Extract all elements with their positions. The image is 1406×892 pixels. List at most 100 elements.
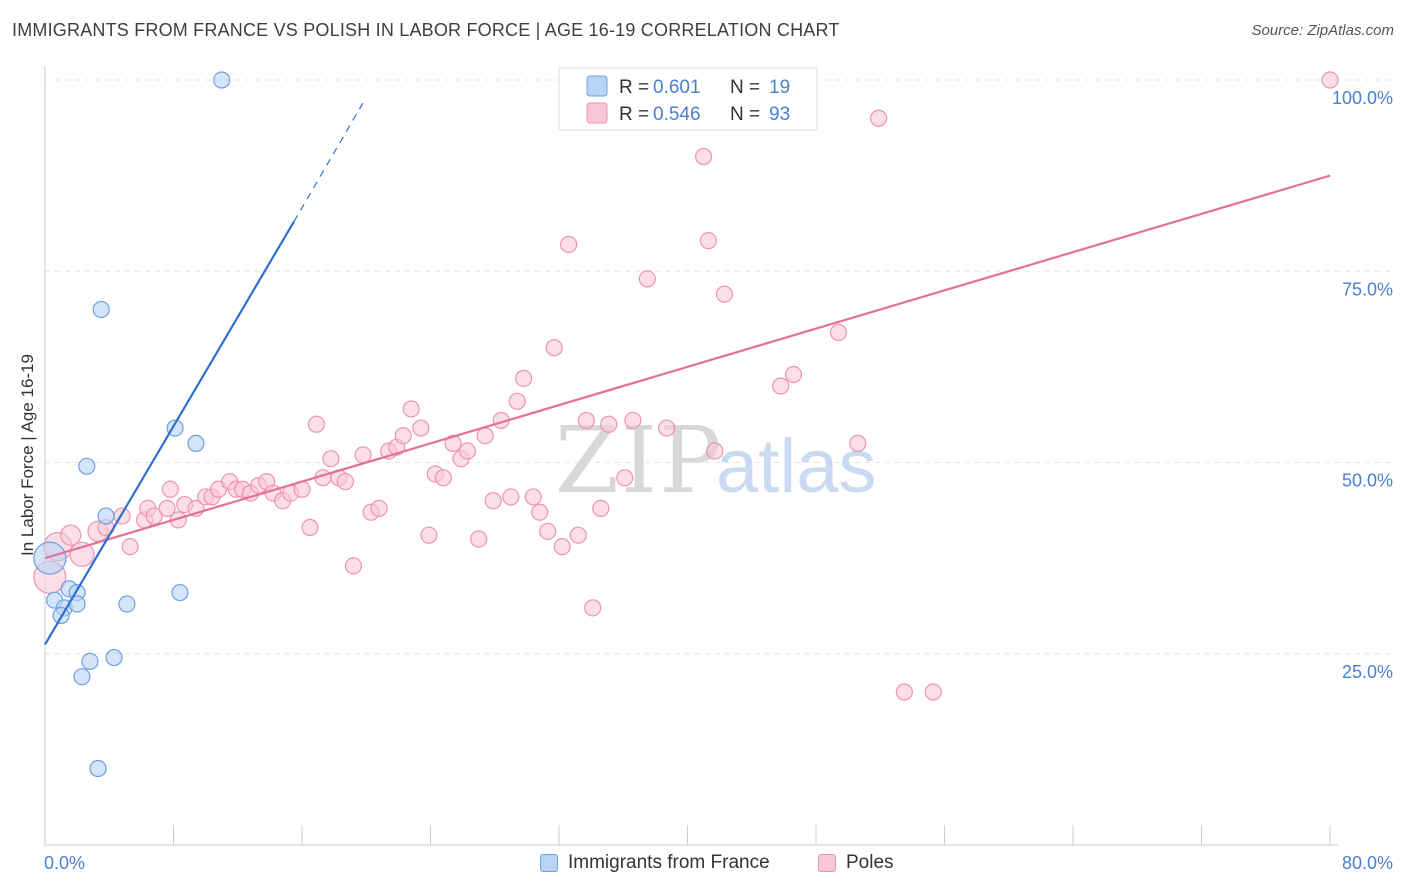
poles-point — [458, 442, 477, 460]
stats-legend: R = 0.601 N = 19 R = 0.546 N = 93 — [558, 67, 818, 131]
legend-item-france: Immigrants from France — [540, 852, 770, 874]
poles-point — [829, 323, 848, 342]
france-point — [97, 507, 115, 525]
poles-point — [502, 488, 520, 506]
poles-point — [121, 538, 139, 556]
poles-point — [69, 541, 95, 567]
poles-point — [420, 526, 438, 544]
france-point — [105, 648, 123, 667]
poles-point — [616, 469, 634, 487]
poles-point — [434, 469, 452, 487]
poles-point — [354, 446, 372, 464]
poles-point — [784, 365, 803, 384]
poles-trendline — [44, 174, 1331, 560]
legend-blue-n-label: N = — [730, 77, 760, 98]
poles-point — [336, 473, 354, 491]
poles-point — [484, 492, 502, 510]
france-trendline-extension — [293, 102, 364, 222]
legend-blue-n-value: 19 — [769, 77, 790, 98]
france-point — [81, 652, 99, 671]
legend-item-poles: Poles — [818, 852, 894, 874]
legend-blue-swatch — [586, 75, 608, 97]
legend-pink-n-label: N = — [730, 104, 760, 125]
poles-point — [524, 488, 542, 506]
x-tick-label-max: 80.0% — [1342, 853, 1393, 873]
legend-france-swatch — [540, 854, 558, 872]
france-point — [171, 583, 189, 602]
poles-point — [476, 427, 494, 445]
legend-france-label: Immigrants from France — [568, 852, 770, 873]
y-axis-label: In Labor Force | Age 16-19 — [18, 354, 37, 556]
legend-blue-r-label: R = — [619, 77, 649, 98]
poles-point — [161, 480, 179, 498]
poles-point — [307, 415, 326, 433]
poles-point — [444, 434, 462, 452]
gridlines — [45, 79, 1395, 655]
legend-pink-r-label: R = — [619, 104, 649, 125]
poles-point — [531, 503, 549, 521]
france-point — [187, 434, 205, 452]
y-tick-label: 25.0% — [1342, 662, 1393, 682]
poles-point — [706, 442, 724, 460]
poles-point — [539, 522, 557, 540]
france-point — [73, 668, 91, 686]
legend-pink-swatch — [586, 102, 608, 124]
poles-point — [715, 285, 734, 303]
poles-point — [577, 411, 595, 430]
poles-point — [592, 499, 610, 517]
poles-point — [370, 499, 388, 517]
poles-point — [412, 419, 430, 437]
trendlines — [44, 102, 1331, 646]
poles-point — [638, 270, 656, 288]
axes — [44, 66, 1338, 846]
y-tick-label: 75.0% — [1342, 279, 1393, 299]
france-point — [78, 457, 96, 475]
poles-point — [322, 450, 340, 468]
france-point — [92, 300, 110, 319]
poles-point — [301, 518, 319, 537]
poles-point — [470, 530, 488, 548]
legend-pink-r-value: 0.546 — [653, 104, 701, 125]
poles-point — [924, 683, 942, 701]
legend-poles-swatch — [818, 854, 836, 872]
source-label: Source: ZipAtlas.com — [1251, 22, 1394, 39]
watermark-atlas: atlas — [716, 424, 877, 509]
tick-labels: 25.0% 50.0% 75.0% 100.0% 0.0% 80.0% — [44, 88, 1393, 873]
poles-point — [515, 369, 533, 387]
x-tick-label-min: 0.0% — [44, 853, 85, 873]
poles-point — [545, 339, 563, 357]
poles-point — [772, 377, 790, 395]
y-tick-label: 100.0% — [1332, 88, 1393, 108]
poles-point — [569, 526, 587, 544]
y-tick-label: 50.0% — [1342, 471, 1393, 491]
poles-point — [600, 415, 618, 433]
chart-title: IMMIGRANTS FROM FRANCE VS POLISH IN LABO… — [12, 20, 840, 40]
poles-point — [895, 683, 913, 701]
poles-point — [60, 524, 82, 546]
poles-point — [145, 507, 163, 525]
bottom-legend: Immigrants from France Poles — [0, 852, 1406, 878]
france-points — [33, 71, 231, 778]
poles-point — [560, 235, 578, 254]
poles-point — [1321, 71, 1339, 89]
poles-point — [849, 434, 867, 452]
poles-point — [508, 392, 526, 410]
france-point — [33, 541, 67, 575]
poles-point — [158, 499, 176, 517]
poles-point — [699, 232, 717, 250]
france-point — [118, 595, 136, 613]
poles-point — [344, 557, 362, 575]
france-point — [213, 71, 231, 89]
france-point — [89, 759, 107, 778]
poles-point — [870, 109, 888, 127]
poles-point — [394, 427, 412, 445]
poles-point — [402, 400, 420, 418]
legend-poles-label: Poles — [846, 852, 894, 873]
poles-point — [553, 538, 571, 556]
france-trendline — [44, 220, 295, 646]
legend-pink-n-value: 93 — [769, 104, 790, 125]
poles-point — [694, 147, 713, 166]
poles-point — [584, 599, 602, 617]
legend-blue-r-value: 0.601 — [653, 77, 701, 98]
